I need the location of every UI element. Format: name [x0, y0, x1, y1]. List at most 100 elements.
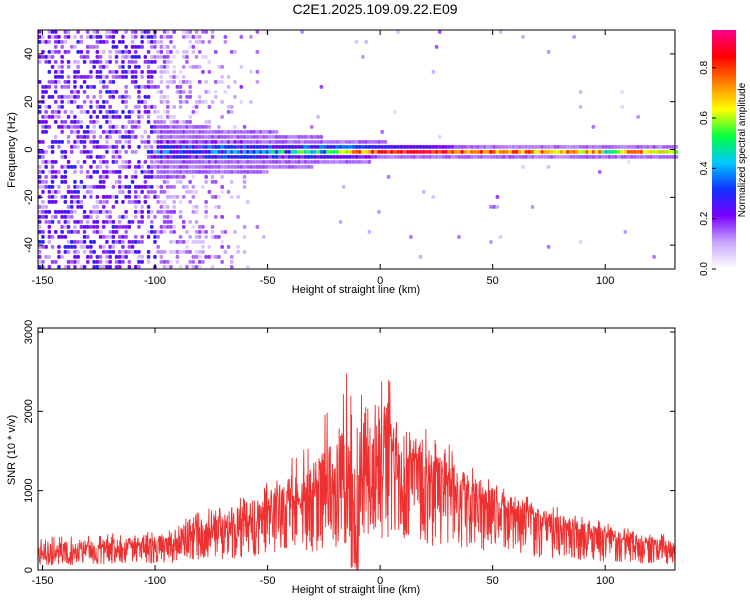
heat-cell [220, 190, 224, 194]
heat-cell [134, 55, 138, 59]
heat-cell [258, 150, 263, 154]
heat-cell [412, 145, 416, 149]
heat-cell [79, 150, 84, 154]
heat-cell [44, 180, 48, 184]
heat-cell [89, 140, 93, 144]
heat-cell [370, 145, 375, 149]
heat-cell [63, 35, 68, 39]
heat-cell [108, 260, 112, 264]
heat-cell [124, 160, 128, 164]
heat-cell [50, 200, 55, 204]
heat-cell [178, 85, 183, 89]
heat-cell [50, 235, 55, 239]
heat-cell [201, 165, 205, 169]
heat-cell [162, 65, 167, 69]
heat-cell [191, 240, 196, 244]
heat-cell [73, 90, 77, 94]
heat-cell [402, 150, 407, 154]
heat-cell [114, 260, 119, 264]
heat-cell [194, 240, 199, 244]
heat-cell [185, 170, 189, 174]
heat-cell [310, 160, 314, 164]
heat-cell [642, 155, 647, 159]
heat-cell [47, 145, 52, 149]
heat-cell [457, 155, 461, 159]
heat-cell [57, 265, 61, 269]
heat-cell [41, 190, 45, 194]
heat-cell [89, 60, 93, 64]
heat-cell [194, 125, 199, 129]
heat-cell [262, 170, 266, 174]
heat-cell [134, 125, 138, 129]
heat-cell [466, 155, 471, 159]
heat-cell [198, 155, 202, 159]
heat-cell [73, 190, 77, 194]
heat-cell [54, 100, 58, 104]
heat-cell [92, 220, 96, 224]
heat-cell [226, 105, 231, 109]
heat-cell [220, 140, 224, 144]
heat-cell [47, 125, 52, 129]
heat-cell [98, 155, 103, 159]
heat-cell [38, 140, 42, 144]
heat-cell [121, 215, 125, 219]
heat-cell [220, 230, 224, 234]
heat-cell [86, 225, 90, 229]
heat-cell [287, 150, 292, 154]
heat-cell [54, 45, 58, 49]
heat-cell [127, 200, 132, 204]
heat-cell [230, 150, 234, 154]
heat-cell [137, 55, 141, 59]
heat-cell [150, 40, 154, 44]
heat-cell [242, 125, 247, 129]
heat-cell [546, 50, 551, 54]
heat-cell [313, 160, 317, 164]
heat-cell [204, 165, 208, 169]
heat-cell [543, 145, 548, 149]
heat-cell [92, 240, 96, 244]
heat-cell [166, 190, 170, 194]
heat-cell [134, 75, 138, 79]
heat-cell [326, 160, 330, 164]
heat-cell [476, 155, 480, 159]
heat-cell [50, 215, 55, 219]
heat-cell [252, 165, 256, 169]
heat-cell [495, 195, 500, 199]
heat-cell [108, 215, 112, 219]
heat-cell [652, 255, 656, 259]
heat-cell [82, 185, 87, 189]
heat-cell [447, 145, 452, 149]
heat-cell [79, 135, 84, 139]
heat-cell [236, 140, 240, 144]
heat-cell [620, 145, 624, 149]
heat-cell [82, 90, 87, 94]
heat-cell [63, 40, 68, 44]
heat-cell [319, 145, 324, 149]
heat-cell [82, 130, 87, 134]
heat-cell [230, 260, 234, 264]
heat-cell [86, 55, 90, 59]
heat-cell [201, 170, 205, 174]
heat-cell [191, 185, 196, 189]
heat-cell [66, 60, 71, 64]
heat-cell [66, 210, 71, 214]
heat-cell [156, 130, 160, 134]
heat-cell [47, 60, 52, 64]
heat-cell [201, 225, 205, 229]
heat-cell [124, 55, 128, 59]
heat-cell [95, 155, 100, 159]
heat-cell [76, 205, 80, 209]
heat-cell [162, 175, 167, 179]
heat-cell [354, 155, 359, 159]
heat-cell [98, 135, 103, 139]
heat-cell [134, 175, 138, 179]
heat-cell [143, 30, 148, 34]
y-tick-label: 0 [23, 146, 35, 152]
heat-cell [137, 255, 141, 259]
heat-cell [246, 130, 250, 134]
heat-cell [207, 140, 212, 144]
heat-cell [463, 145, 468, 149]
heat-cell [70, 210, 74, 214]
heat-cell [159, 35, 164, 39]
heat-cell [162, 155, 167, 159]
